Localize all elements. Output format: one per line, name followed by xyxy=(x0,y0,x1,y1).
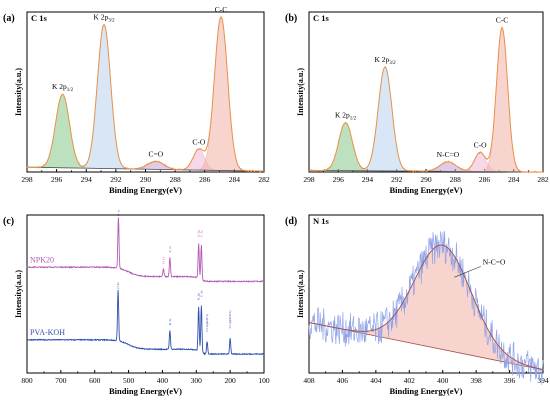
x-tick-label: 282 xyxy=(258,175,270,184)
peak-label: N 1s xyxy=(161,256,165,263)
panel-a: 298 296 294 292 290 288 286 284 282 Binding Energ… xyxy=(3,5,270,195)
x-tick-label: 394 xyxy=(537,376,549,385)
x-tick-label: 290 xyxy=(420,175,432,184)
x-tick-label: 300 xyxy=(191,376,203,385)
x-tick-label: 288 xyxy=(170,175,182,184)
series-pva-koh: O 1s K 2s K 2pC 1s Cl 2s(KSCl) Cl 2p(KSCl) PV… xyxy=(26,282,265,356)
peak-label: K 2p xyxy=(197,230,201,237)
x-tick-label: 298 xyxy=(21,175,33,184)
x-tick-label: 400 xyxy=(437,376,449,385)
peak-label: O 1s xyxy=(116,209,120,216)
x-tick-label: 400 xyxy=(157,376,169,385)
x-tick-label: 402 xyxy=(404,376,416,385)
y-axis-label: Intensity(a.u.) xyxy=(296,68,305,116)
series-name: PVA-KOH xyxy=(30,328,65,337)
peak-component xyxy=(462,27,542,173)
fit-envelope xyxy=(309,26,543,173)
x-tick-label: 296 xyxy=(333,175,345,184)
peak-component xyxy=(174,16,265,172)
peak-label: C 1s xyxy=(199,230,203,237)
peak-label: N-C=O xyxy=(483,257,506,266)
series-npk20: O 1s N 1sK 2s K 2pC 1s NPK20 xyxy=(26,209,265,283)
x-axis-label: Binding Energy(eV) xyxy=(109,386,182,396)
inner-label: N 1s xyxy=(313,216,330,226)
peak-label: K 2p3/2 xyxy=(374,55,396,66)
x-tick-label: 288 xyxy=(450,175,462,184)
fit-envelope xyxy=(308,244,544,371)
peak-label: C-C xyxy=(215,5,228,14)
panel-label: (c) xyxy=(3,216,14,227)
x-tick-label: 600 xyxy=(89,376,101,385)
x-tick-label: 296 xyxy=(51,175,63,184)
peak-label: N-C=O xyxy=(437,150,460,159)
peak-label: K 2p3/2 xyxy=(93,13,115,24)
panel-label: (a) xyxy=(3,13,15,24)
peak-label: K 2p xyxy=(197,293,201,300)
panel-b: 298 296 294 292 290 288 286 284 282 Binding Energ… xyxy=(285,11,549,195)
x-tick-label: 800 xyxy=(21,376,33,385)
y-axis-label: Intensity(a.u.) xyxy=(14,68,23,116)
peak-label: C=O xyxy=(149,149,164,158)
x-tick-label: 100 xyxy=(258,376,270,385)
inner-label: C 1s xyxy=(31,13,48,23)
baseline xyxy=(26,166,265,172)
y-axis-label: Intensity(a.u.) xyxy=(14,270,23,318)
panel-label: (b) xyxy=(285,13,297,24)
peak-label: Cl 2p(KSCl) xyxy=(228,310,232,329)
peak-label: K 2p1/2 xyxy=(52,82,74,93)
panel-d: 408 406 404 402 400 398 396 394 Binding Energy(e… xyxy=(285,214,549,396)
x-tick-label: 700 xyxy=(55,376,67,385)
peak-label: C-O xyxy=(192,137,206,146)
peak-label: C-C xyxy=(496,16,509,25)
x-tick-label: 284 xyxy=(229,175,241,184)
peak-label: C-O xyxy=(474,140,488,149)
x-tick-label: 200 xyxy=(225,376,237,385)
x-tick-label: 284 xyxy=(508,175,520,184)
peak-label: O 1s xyxy=(116,282,120,289)
peak-label: K 2s xyxy=(168,318,172,325)
x-tick-label: 396 xyxy=(504,376,516,385)
x-tick-label: 292 xyxy=(391,175,403,184)
peak-component xyxy=(308,244,544,371)
x-axis-label: Binding Energy(eV) xyxy=(109,185,182,195)
x-tick-label: 408 xyxy=(303,376,315,385)
x-tick-label: 292 xyxy=(110,175,122,184)
x-tick-label: 398 xyxy=(471,376,483,385)
y-axis-label: Intensity(a.u.) xyxy=(296,270,305,318)
x-tick-label: 286 xyxy=(199,175,211,184)
peak-label: Cl 2s(KSCl) xyxy=(205,313,209,331)
x-tick-label: 500 xyxy=(123,376,135,385)
peak-label: K 2p1/2 xyxy=(335,111,357,122)
x-tick-label: 294 xyxy=(362,175,374,184)
x-tick-label: 406 xyxy=(337,376,349,385)
panel-c: 800 700 600 500 400 300 200 100 Binding Energy(e… xyxy=(3,209,270,396)
x-tick-label: 404 xyxy=(370,376,382,385)
fit-envelope xyxy=(27,16,264,172)
series-name: NPK20 xyxy=(30,255,54,264)
series-line xyxy=(26,289,265,356)
x-tick-label: 298 xyxy=(303,175,315,184)
series-line xyxy=(26,217,265,283)
x-tick-label: 294 xyxy=(81,175,93,184)
label-leader xyxy=(454,266,481,278)
x-axis-label: Binding Energy(eV) xyxy=(390,185,463,195)
inner-label: C 1s xyxy=(313,13,330,23)
x-tick-label: 290 xyxy=(140,175,152,184)
x-tick-label: 286 xyxy=(479,175,491,184)
peak-label: C 1s xyxy=(199,290,203,297)
plot-frame xyxy=(26,214,265,374)
panel-label: (d) xyxy=(285,216,297,227)
x-axis-label: Binding Energy(eV) xyxy=(390,386,463,396)
x-tick-label: 282 xyxy=(537,175,549,184)
peak-label: K 2s xyxy=(168,245,172,252)
